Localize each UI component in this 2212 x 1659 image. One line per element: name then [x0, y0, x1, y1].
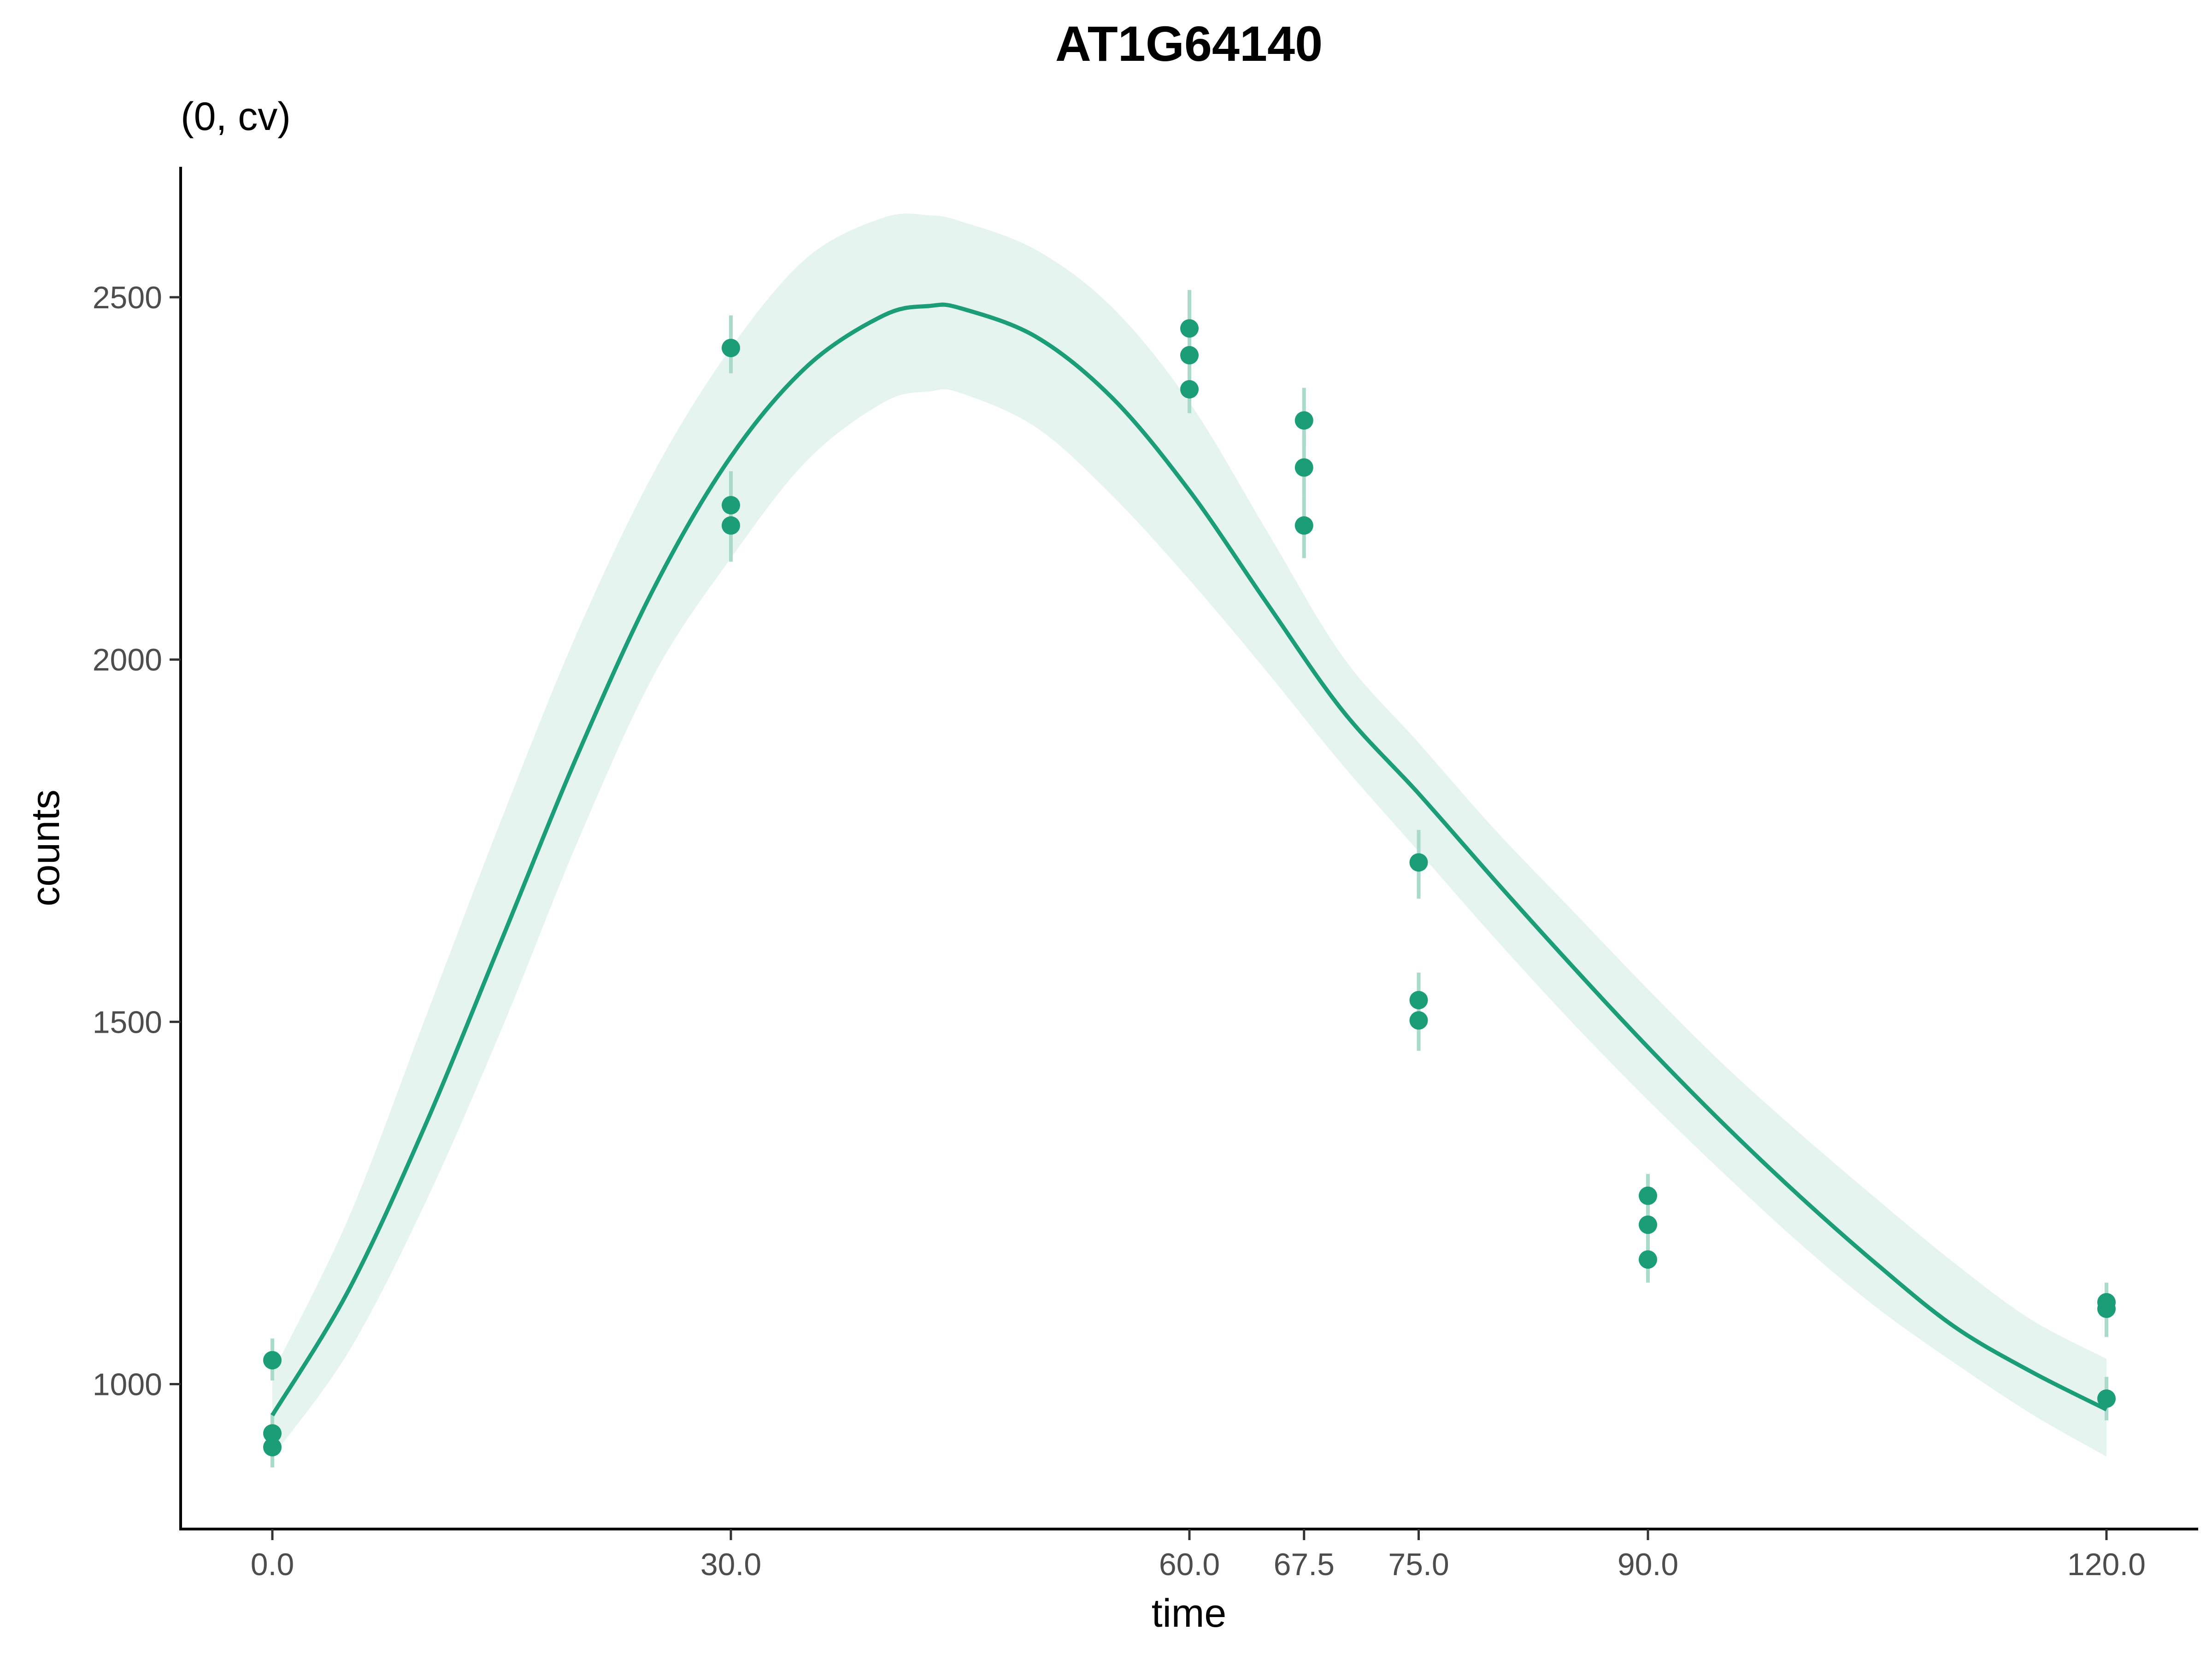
x-tick-label-1: 30.0	[700, 1547, 761, 1582]
data-point-20	[2097, 1389, 2116, 1408]
data-point-0	[263, 1351, 282, 1370]
y-tick-label-2: 2000	[93, 642, 162, 677]
y-tick-label-1: 1500	[93, 1005, 162, 1040]
data-point-17	[1639, 1250, 1657, 1269]
y-axis-ticks: 1000 1500 2000 2500	[93, 280, 181, 1402]
x-tick-label-6: 120.0	[2067, 1547, 2146, 1582]
x-tick-label-5: 90.0	[1618, 1547, 1678, 1582]
x-tick-label-0: 0.0	[251, 1547, 294, 1582]
data-point-14	[1409, 1011, 1428, 1030]
data-point-15	[1639, 1186, 1657, 1205]
x-tick-label-3: 67.5	[1274, 1547, 1335, 1582]
data-point-11	[1294, 516, 1313, 535]
data-points	[263, 319, 2116, 1457]
data-point-10	[1294, 458, 1313, 477]
fit-line	[271, 302, 2108, 1417]
data-point-7	[1180, 346, 1199, 365]
data-point-8	[1180, 380, 1199, 399]
x-tick-label-4: 75.0	[1388, 1547, 1449, 1582]
data-point-12	[1409, 853, 1428, 872]
chart-title: AT1G64140	[1055, 16, 1323, 71]
x-axis-ticks: 0.0 30.0 60.0 67.5 75.0 90.0 120.0	[251, 1529, 2146, 1582]
data-point-6	[1180, 319, 1199, 338]
y-tick-label-3: 2500	[93, 280, 162, 315]
data-point-3	[722, 339, 740, 358]
x-axis-label: time	[1152, 1591, 1226, 1635]
data-point-2	[263, 1438, 282, 1457]
chart-subtitle: (0, cv)	[181, 94, 291, 139]
data-point-1	[263, 1424, 282, 1443]
data-point-16	[1639, 1215, 1657, 1234]
y-axis-label: counts	[24, 789, 68, 906]
data-point-5	[722, 516, 740, 535]
data-point-9	[1294, 411, 1313, 430]
plot-area	[263, 213, 2116, 1468]
data-point-4	[722, 496, 740, 515]
data-point-19	[2097, 1300, 2116, 1318]
y-tick-label-0: 1000	[93, 1367, 162, 1402]
x-tick-label-2: 60.0	[1159, 1547, 1220, 1582]
data-point-13	[1409, 991, 1428, 1010]
